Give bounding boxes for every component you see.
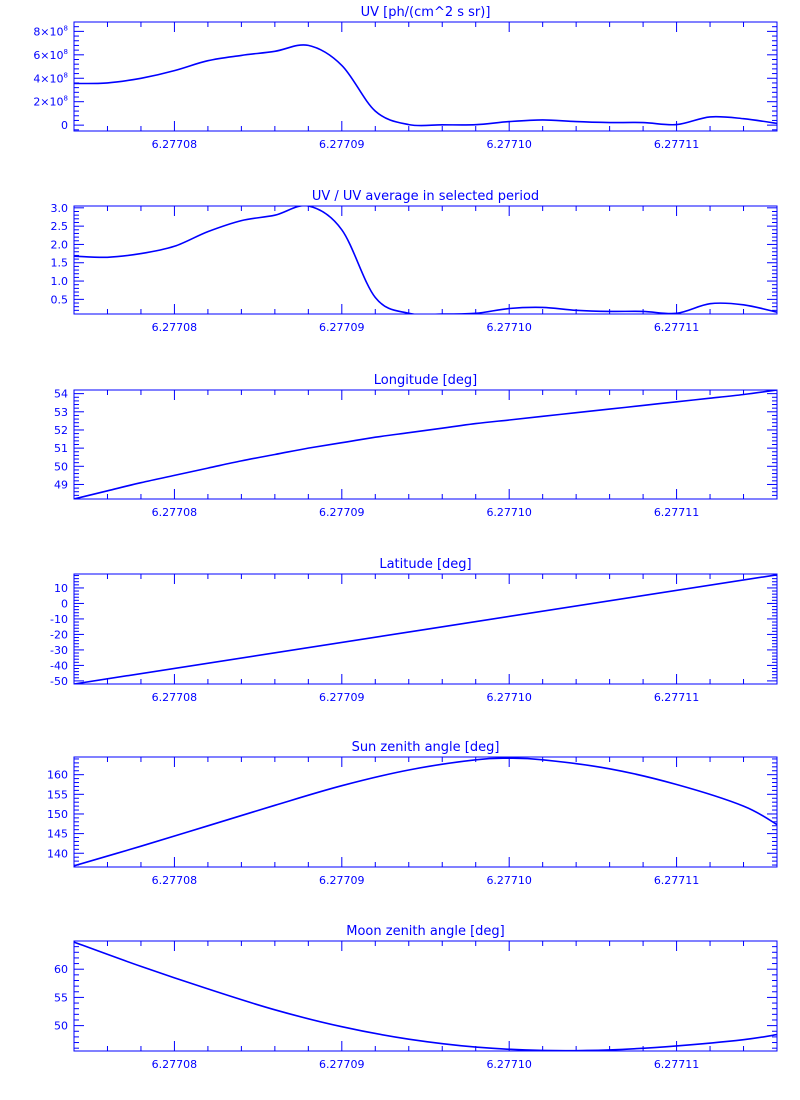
x-tick-label: 6.27711	[654, 138, 700, 151]
y-tick-label: 155	[47, 788, 68, 801]
x-tick-label: 6.27709	[319, 874, 365, 887]
x-tick-label: 6.27709	[319, 138, 365, 151]
y-tick-label: -10	[50, 613, 68, 626]
plot-frame	[73, 573, 778, 685]
series-line	[74, 390, 777, 499]
chart-title: UV [ph/(cm^2 s sr)]	[361, 5, 491, 20]
y-tick-label: 8×108	[33, 24, 68, 38]
x-tick-label: 6.27708	[152, 874, 198, 887]
series-line	[74, 574, 777, 684]
x-tick-label: 6.27709	[319, 321, 365, 334]
y-tick-label: 53	[54, 406, 68, 419]
y-tick-label: 10	[54, 582, 68, 595]
plot-frame	[73, 21, 778, 132]
y-tick-label: 2.0	[51, 238, 69, 251]
x-tick-label: 6.27710	[486, 321, 532, 334]
series-line	[74, 44, 777, 127]
x-tick-label: 6.27711	[654, 506, 700, 519]
series-line	[74, 206, 777, 314]
y-tick-label: -30	[50, 644, 68, 657]
x-tick-label: 6.27710	[486, 1058, 532, 1071]
y-tick-label: 4×108	[33, 71, 68, 85]
x-tick-label: 6.27708	[152, 1058, 198, 1071]
y-tick-label: -40	[50, 659, 68, 672]
y-tick-label: 1.0	[51, 275, 69, 288]
y-tick-label: 140	[47, 847, 68, 860]
y-tick-label: 3.0	[51, 202, 69, 215]
y-tick-label: 2×108	[33, 95, 68, 109]
plot-frame	[73, 205, 778, 315]
x-tick-label: 6.27708	[152, 506, 198, 519]
chart-panel-2: UV / UV average in selected period 6.2770…	[51, 189, 778, 334]
chart-panel-5: Sun zenith angle [deg] 6.27708 6.27709 6.27…	[47, 740, 778, 887]
y-tick-label: 1.5	[51, 257, 69, 270]
x-tick-label: 6.27709	[319, 1058, 365, 1071]
y-tick-label: 49	[54, 478, 68, 491]
y-tick-label: -20	[50, 628, 68, 641]
x-tick-label: 6.27708	[152, 691, 198, 704]
chart-panel-3: Longitude [deg] 6.27708 6.27709 6.27710 6.27…	[54, 373, 778, 519]
y-tick-label: 145	[47, 828, 68, 841]
chart-panel-6: Moon zenith angle [deg] 6.27708 6.27709 6.2…	[54, 924, 778, 1071]
chart-panel-4: Latitude [deg] 6.27708 6.27709 6.27710 6.277…	[50, 557, 778, 704]
plot-frame	[73, 940, 778, 1052]
chart-title: Latitude [deg]	[379, 557, 471, 572]
x-tick-label: 6.27711	[654, 874, 700, 887]
y-tick-label: -50	[50, 675, 68, 688]
x-tick-label: 6.27710	[486, 138, 532, 151]
x-tick-label: 6.27711	[654, 321, 700, 334]
chart-panel-1: UV [ph/(cm^2 s sr)] 6.27708 6.27709 6.27710…	[33, 5, 778, 151]
x-tick-label: 6.27710	[486, 691, 532, 704]
y-tick-label: 0	[61, 119, 68, 132]
y-tick-label: 50	[54, 1020, 68, 1033]
x-tick-label: 6.27709	[319, 506, 365, 519]
y-tick-label: 54	[54, 388, 68, 401]
x-tick-label: 6.27708	[152, 321, 198, 334]
x-tick-label: 6.27710	[486, 874, 532, 887]
y-tick-label: 51	[54, 442, 68, 455]
y-tick-label: 0.5	[51, 293, 69, 306]
chart-title: Longitude [deg]	[374, 373, 477, 388]
y-tick-label: 50	[54, 460, 68, 473]
y-tick-label: 160	[47, 769, 68, 782]
y-tick-label: 0	[61, 597, 68, 610]
series-line	[74, 941, 777, 1051]
chart-title: Moon zenith angle [deg]	[346, 924, 504, 939]
y-tick-label: 52	[54, 424, 68, 437]
x-tick-label: 6.27711	[654, 1058, 700, 1071]
plot-frame	[73, 756, 778, 868]
y-tick-label: 2.5	[51, 220, 69, 233]
x-tick-label: 6.27711	[654, 691, 700, 704]
y-tick-label: 6×108	[33, 48, 68, 62]
chart-title: Sun zenith angle [deg]	[352, 740, 500, 755]
y-tick-label: 150	[47, 808, 68, 821]
x-tick-label: 6.27710	[486, 506, 532, 519]
chart-title: UV / UV average in selected period	[312, 189, 539, 204]
x-tick-label: 6.27709	[319, 691, 365, 704]
x-tick-label: 6.27708	[152, 138, 198, 151]
series-line	[74, 757, 777, 867]
plot-frame	[73, 389, 778, 500]
y-tick-label: 60	[54, 963, 68, 976]
y-tick-label: 55	[54, 991, 68, 1004]
